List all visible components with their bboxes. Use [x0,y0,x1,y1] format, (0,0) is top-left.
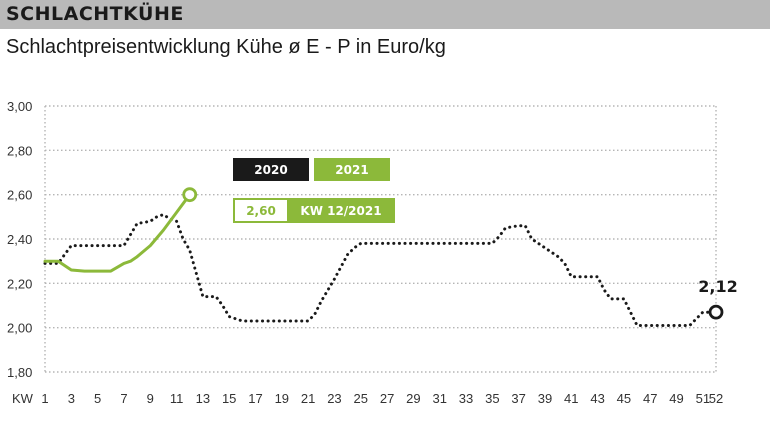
x-axis-title: KW [12,391,34,406]
x-tick-label: 15 [222,391,236,406]
series-line-2021 [43,193,192,273]
x-tick-label: 7 [120,391,127,406]
x-tick-label: 39 [538,391,552,406]
y-tick-label: 1,80 [7,365,32,380]
y-tick-label: 2,80 [7,143,32,158]
x-tick-label: 45 [617,391,631,406]
y-tick-label: 2,60 [7,188,32,203]
x-tick-label: 29 [406,391,420,406]
y-axis-ticks: 3,00 2,80 2,60 2,40 2,20 2,00 1,80 [7,99,32,380]
x-tick-label: 19 [275,391,289,406]
x-tick-label: 33 [459,391,473,406]
x-tick-label: 43 [590,391,604,406]
x-tick-label: 49 [669,391,683,406]
x-tick-label: 23 [327,391,341,406]
y-tick-label: 3,00 [7,99,32,114]
header-title: SCHLACHTKÜHE [6,3,184,25]
series-end-marker-2021 [182,187,198,203]
x-tick-label: 41 [564,391,578,406]
x-tick-label: 25 [354,391,368,406]
x-tick-label: 47 [643,391,657,406]
header-bar [0,0,770,29]
x-tick-label: 51 [696,391,710,406]
end-value-label: 2,12 [698,277,737,296]
annotation-week-box [288,198,395,223]
x-tick-label: 35 [485,391,499,406]
chart-subtitle: Schlachtpreisentwicklung Kühe ø E - P in… [6,36,446,58]
x-tick-label: 13 [196,391,210,406]
x-tick-label: 31 [432,391,446,406]
series-end-marker-2020 [708,304,724,320]
y-tick-label: 2,00 [7,321,32,336]
x-tick-label: 3 [68,391,75,406]
grid-lines [44,105,717,373]
legend-swatch-2021 [314,158,390,181]
annotation-value: 2,60 [246,204,276,218]
legend-label-2020: 2020 [254,163,287,177]
x-tick-label: 5 [94,391,101,406]
legend-label-2021: 2021 [335,163,368,177]
legend-swatch-2020 [233,158,309,181]
y-tick-label: 2,40 [7,232,32,247]
x-tick-label: 27 [380,391,394,406]
annotation-box: 2,60 KW 12/2021 [233,198,395,223]
x-tick-label: 1 [41,391,48,406]
annotation-week: KW 12/2021 [300,204,381,218]
y-tick-label: 2,20 [7,276,32,291]
x-tick-label: 9 [147,391,154,406]
series-line-2020 [43,213,718,327]
x-tick-label: 37 [511,391,525,406]
legend: 2020 2021 [233,158,390,181]
x-tick-label: 17 [248,391,262,406]
x-tick-label: 21 [301,391,315,406]
x-tick-label: 52 [709,391,723,406]
x-axis-ticks: KW 1 3 5 7 9 11 13 15 17 19 21 23 25 27 29 31 33 35 37 39 41 4… [12,391,723,406]
series-group [43,187,724,327]
x-tick-label: 11 [170,391,184,406]
